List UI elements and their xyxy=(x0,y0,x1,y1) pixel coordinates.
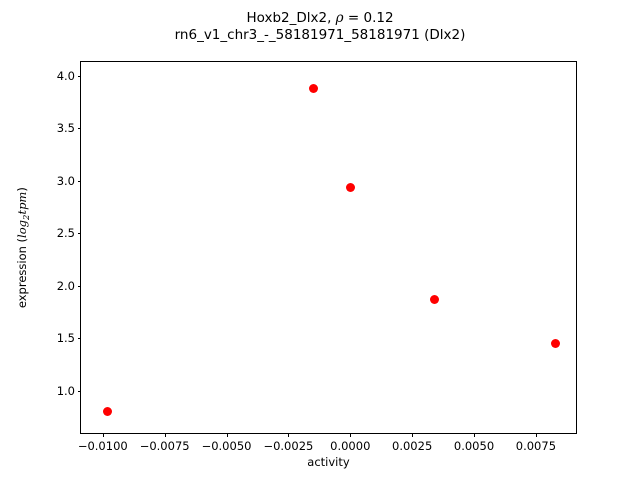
plot-axes: −0.0100 −0.0075 −0.0050 −0.0025 0.0000 0.0025… xyxy=(57,61,577,453)
y-tick-mark xyxy=(77,338,81,340)
chart-title-prefix: Hoxb2_Dlx2, xyxy=(246,10,336,26)
y-axis-label-wrapper: expression (log2tpm) xyxy=(14,61,32,434)
y-tick-mark xyxy=(77,128,81,130)
chart-title-line1: Hoxb2_Dlx2, ρ = 0.12 xyxy=(0,10,640,27)
chart-subtitle: rn6_v1_chr3_-_58181971_58181971 (Dlx2) xyxy=(174,27,466,43)
y-tick-mark xyxy=(77,180,81,182)
x-tick-label: −0.0100 xyxy=(77,439,128,453)
x-tick-mark xyxy=(226,433,228,437)
y-axis-label-close: ) xyxy=(14,187,29,192)
chart-title: Hoxb2_Dlx2, ρ = 0.12 rn6_v1_chr3_-_58181… xyxy=(0,10,640,44)
data-point xyxy=(308,83,318,93)
y-tick-mark xyxy=(77,390,81,392)
y-tick-label: 4.0 xyxy=(56,68,75,83)
data-point xyxy=(103,407,113,417)
x-tick-mark xyxy=(102,433,104,437)
y-tick-mark xyxy=(77,233,81,235)
y-tick-label: 2.0 xyxy=(56,278,75,293)
data-point xyxy=(345,182,355,192)
x-tick-mark xyxy=(164,433,166,437)
data-point xyxy=(551,339,561,349)
y-tick-mark xyxy=(77,285,81,287)
x-tick-label: −0.0050 xyxy=(201,439,252,453)
rho-symbol: ρ xyxy=(335,10,344,26)
x-tick-label: 0.0075 xyxy=(515,439,557,453)
x-tick-mark xyxy=(474,433,476,437)
x-tick-label: 0.0050 xyxy=(453,439,495,453)
y-axis-label-log: log xyxy=(14,219,29,238)
y-tick-label: 3.0 xyxy=(56,173,75,188)
y-axis-label-tpm: tpm xyxy=(14,191,29,215)
y-axis-label: expression (log2tpm) xyxy=(14,187,31,308)
x-axis-label: activity xyxy=(307,455,350,469)
y-tick-label: 2.5 xyxy=(56,226,75,241)
y-tick-label: 1.0 xyxy=(56,383,75,398)
plot-area xyxy=(81,62,576,433)
x-tick-label: −0.0025 xyxy=(263,439,314,453)
x-tick-mark xyxy=(535,433,537,437)
y-axis-label-subscript: 2 xyxy=(21,214,32,220)
y-tick-mark xyxy=(77,75,81,77)
x-tick-label: 0.0025 xyxy=(392,439,433,453)
y-axis-label-prefix: expression ( xyxy=(14,237,29,308)
x-tick-mark xyxy=(288,433,290,437)
rho-value-text: = 0.12 xyxy=(343,10,394,26)
x-tick-label: −0.0075 xyxy=(139,439,190,453)
x-tick-mark xyxy=(350,433,352,437)
y-tick-label: 1.5 xyxy=(56,331,75,346)
x-tick-label: 0.0000 xyxy=(330,439,371,453)
y-tick-label: 3.5 xyxy=(56,121,75,136)
x-tick-mark xyxy=(412,433,414,437)
data-point xyxy=(429,295,439,305)
